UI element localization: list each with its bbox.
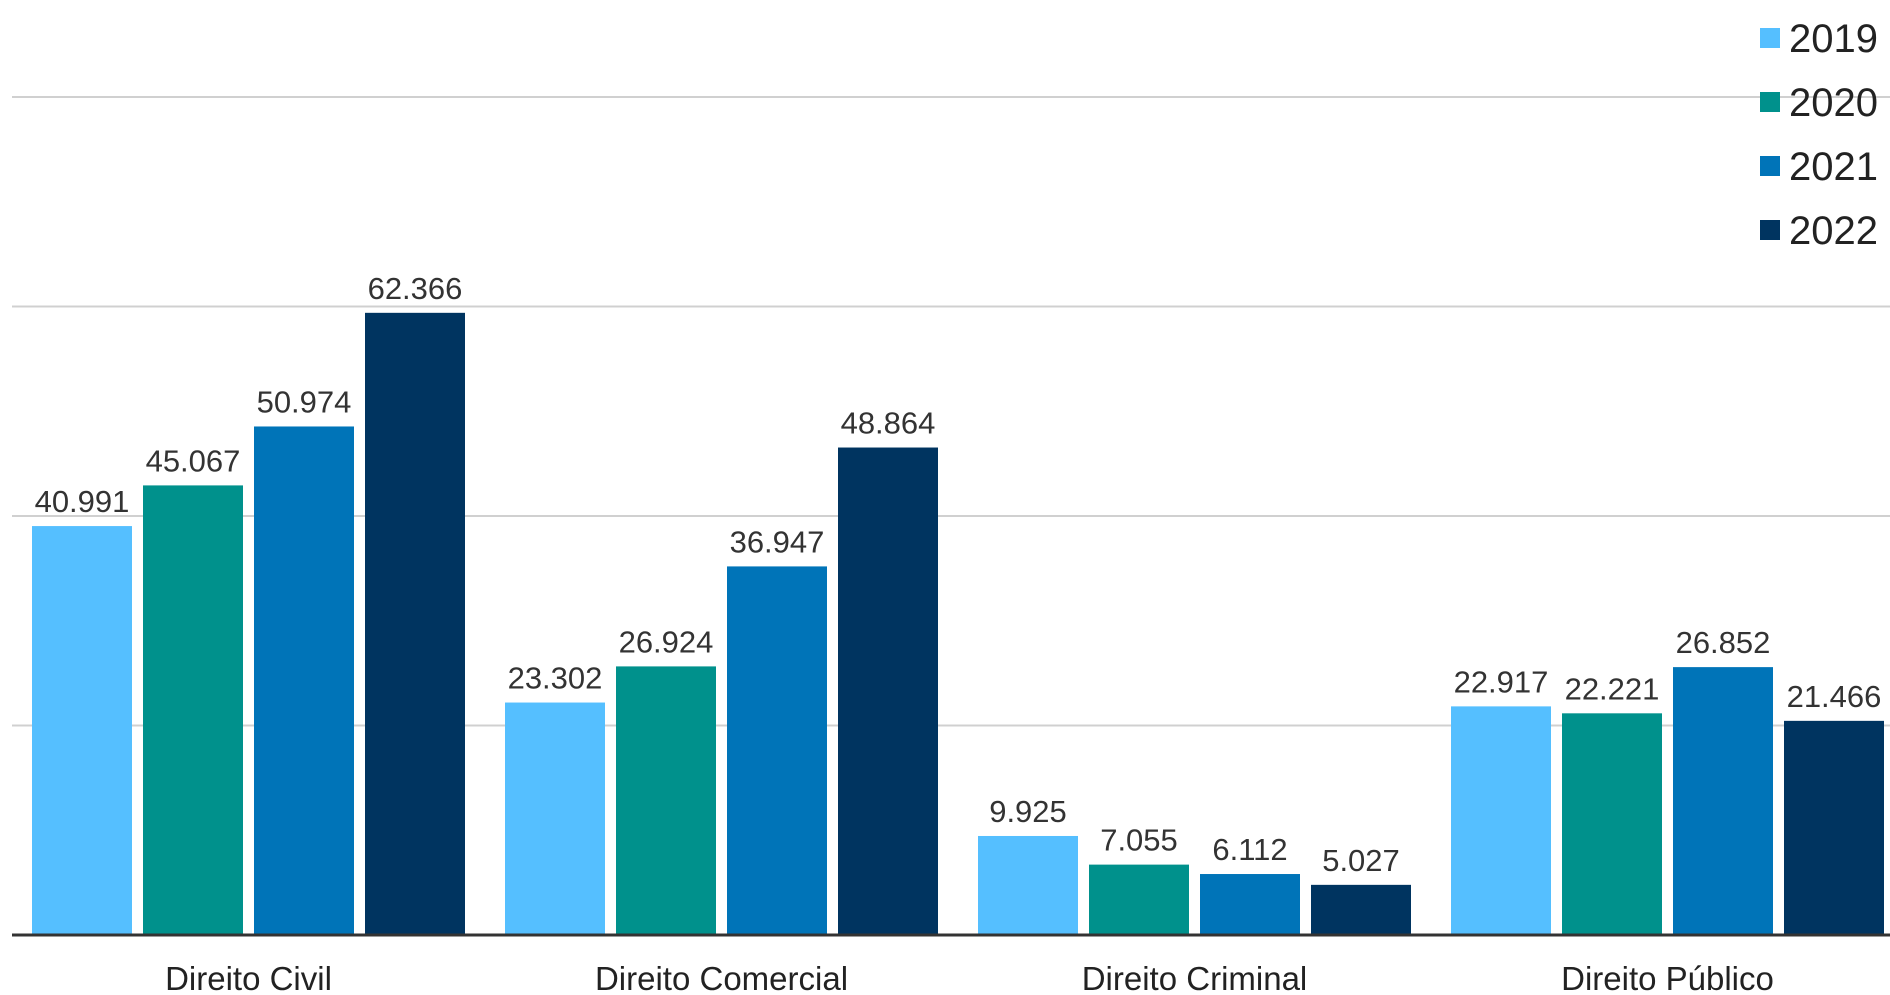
data-label: 23.302 <box>508 661 603 696</box>
legend-swatch-2021 <box>1760 156 1780 176</box>
bar-2019-1 <box>32 526 132 935</box>
legend-label: 2019 <box>1789 17 1878 61</box>
bar-2022-4 <box>1784 720 1884 935</box>
x-tick-label: Direito Civil <box>165 960 332 995</box>
legend-label: 2021 <box>1789 145 1878 189</box>
data-label: 22.221 <box>1565 671 1660 706</box>
data-label: 36.947 <box>730 524 825 559</box>
data-label: 45.067 <box>146 443 241 478</box>
bar-2021-3 <box>1200 874 1300 935</box>
data-label: 50.974 <box>257 384 352 419</box>
x-tick-label: Direito Público <box>1561 960 1774 995</box>
bar-2019-2 <box>505 702 605 935</box>
data-label: 22.917 <box>1454 664 1549 699</box>
data-label: 21.466 <box>1787 679 1882 714</box>
legend-swatch-2019 <box>1760 28 1780 48</box>
bar-2020-2 <box>616 666 716 935</box>
bar-2022-3 <box>1311 884 1411 935</box>
legend-label: 2022 <box>1789 209 1878 253</box>
x-tick-label: Direito Comercial <box>595 960 848 995</box>
bar-2021-2 <box>727 566 827 935</box>
x-tick-label: Direito Criminal <box>1082 960 1308 995</box>
bar-2020-3 <box>1089 864 1189 935</box>
bar-2022-2 <box>838 447 938 935</box>
data-label: 7.055 <box>1100 823 1178 858</box>
bar-2021-4 <box>1673 667 1773 935</box>
bar-2019-3 <box>978 835 1078 935</box>
data-label: 26.852 <box>1676 625 1771 660</box>
data-label: 6.112 <box>1212 832 1287 867</box>
data-label: 48.864 <box>841 406 936 441</box>
data-label: 62.366 <box>368 271 463 306</box>
legend-swatch-2022 <box>1760 220 1780 240</box>
bar-2020-1 <box>143 485 243 935</box>
bar-2019-4 <box>1451 706 1551 935</box>
legend: 2019 2020 2021 2022 <box>1760 17 1878 253</box>
bar-2021-1 <box>254 426 354 935</box>
data-labels: 40.991 45.067 50.974 62.366 23.302 26.924 36.9… <box>35 271 1882 878</box>
bar-2022-1 <box>365 312 465 935</box>
data-label: 5.027 <box>1322 843 1400 878</box>
bars <box>32 312 1884 935</box>
bar-2020-4 <box>1562 713 1662 935</box>
x-axis: Direito Civil Direito Comercial Direito Cr… <box>12 933 1890 995</box>
data-label: 40.991 <box>35 484 130 519</box>
data-label: 26.924 <box>619 624 714 659</box>
data-label: 9.925 <box>989 794 1067 829</box>
legend-swatch-2020 <box>1760 92 1780 112</box>
legend-label: 2020 <box>1789 81 1878 125</box>
